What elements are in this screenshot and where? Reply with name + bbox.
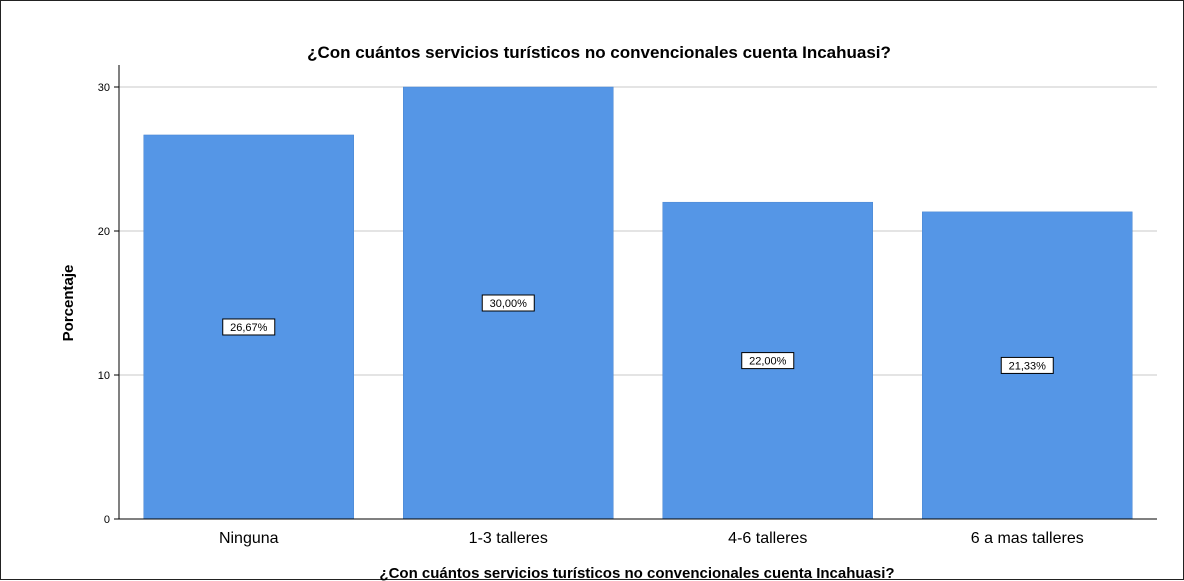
axes: 0 10 20 30 Ninguna 1-3 talleres 4-6 talleres 6 … (98, 65, 1157, 547)
data-label-text: 22,00% (749, 356, 787, 368)
data-label: 26,67% (222, 318, 276, 336)
data-label: 21,33% (1000, 356, 1054, 374)
data-label-text: 21,33% (1009, 360, 1047, 372)
y-axis-label: Porcentaje (60, 265, 77, 342)
data-label-text: 30,00% (490, 298, 528, 310)
data-labels: 26,67% 30,00% 22,00% 21,33% (222, 294, 1054, 374)
data-label-box (741, 352, 795, 370)
x-tick-label: 4-6 talleres (728, 530, 807, 547)
bars (143, 86, 1133, 520)
y-tick-label: 20 (98, 226, 110, 238)
x-tick-label: 1-3 talleres (469, 530, 548, 547)
data-label-box (481, 294, 535, 312)
y-tick-label: 10 (98, 370, 110, 382)
data-label-box (222, 318, 276, 336)
chart-title: ¿Con cuántos servicios turísticos no con… (307, 43, 891, 62)
data-label: 22,00% (741, 352, 795, 370)
y-tick-label: 30 (98, 82, 110, 94)
x-tick-label: Ninguna (219, 530, 279, 547)
x-tick-label: 6 a mas talleres (971, 530, 1084, 547)
data-label-text: 26,67% (230, 322, 268, 334)
x-axis-label: ¿Con cuántos servicios turísticos no con… (379, 565, 894, 581)
y-tick-label: 0 (104, 514, 110, 526)
data-label: 30,00% (481, 294, 535, 312)
data-label-box (1000, 356, 1054, 374)
